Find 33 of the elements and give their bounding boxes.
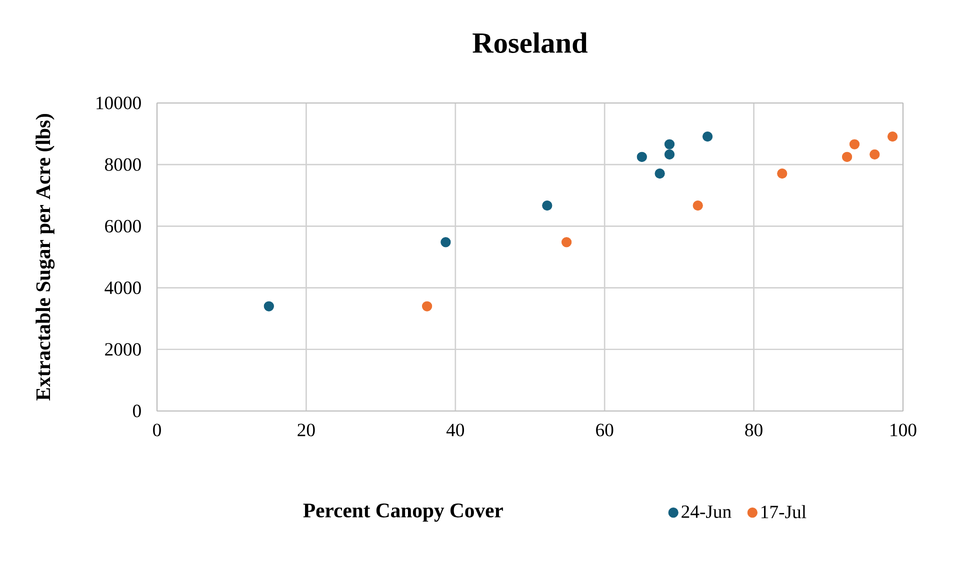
y-tick-label: 8000 xyxy=(105,158,141,171)
x-tick-label: 0 xyxy=(153,424,161,436)
x-tick-label: 40 xyxy=(446,424,464,436)
y-tick-label: 2000 xyxy=(105,343,141,356)
point xyxy=(870,149,880,160)
y-tick-label: 6000 xyxy=(105,220,141,232)
point xyxy=(887,131,898,142)
point xyxy=(636,152,647,162)
point xyxy=(422,301,432,312)
legend-label: 17-Jul xyxy=(762,505,806,518)
point xyxy=(542,200,552,211)
legend-label: 24-Jun xyxy=(682,505,732,518)
y-tick-label: 10000 xyxy=(96,96,141,110)
point xyxy=(842,152,852,162)
x-tick-label: 100 xyxy=(890,424,916,436)
point xyxy=(264,301,274,312)
y-tick-label: 0 xyxy=(133,404,141,418)
x-tick-label: 20 xyxy=(298,424,315,436)
point xyxy=(702,131,713,142)
x-tick-label: 60 xyxy=(596,424,614,436)
x-axis-title: Percent Canopy Cover xyxy=(303,504,503,522)
point xyxy=(692,200,703,211)
chart-title: Roseland xyxy=(472,32,588,53)
point xyxy=(440,237,451,248)
point xyxy=(654,168,665,179)
x-tick-label: 80 xyxy=(745,424,762,436)
point xyxy=(664,139,675,150)
y-axis-title: Extractable Sugar per Acre (lbs) xyxy=(36,114,55,401)
point xyxy=(561,237,572,248)
point xyxy=(664,149,675,160)
point xyxy=(849,139,860,150)
y-tick-label: 4000 xyxy=(104,281,141,294)
point xyxy=(777,168,788,179)
